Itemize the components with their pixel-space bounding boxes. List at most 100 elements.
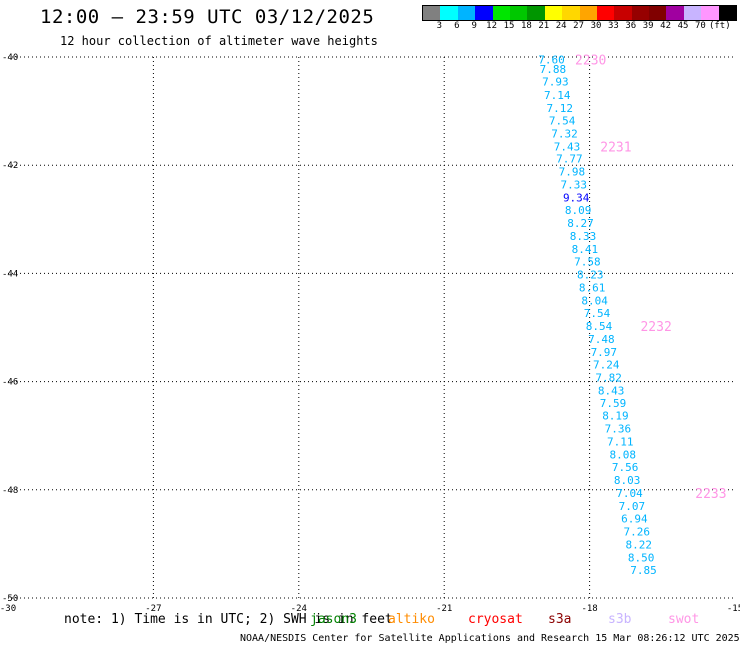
wave-height-label: 7.12: [546, 102, 573, 115]
colorbar: [422, 5, 738, 21]
wave-height-label: 7.85: [630, 564, 657, 577]
wave-height-label: 7.88: [540, 63, 567, 76]
wave-height-label: 8.19: [602, 410, 629, 423]
wave-height-label: 7.97: [591, 346, 618, 359]
colorbar-tick-label: 6: [454, 21, 460, 31]
colorbar-tick-label: 21: [538, 21, 550, 31]
colorbar-swatch: [596, 6, 615, 20]
colorbar-swatch: [718, 6, 737, 20]
colorbar-swatch: [683, 6, 702, 20]
wave-height-label: 9.34: [563, 192, 590, 205]
colorbar-swatch: [440, 6, 458, 20]
colorbar-swatch: [649, 6, 667, 20]
chart-subtitle: 12 hour collection of altimeter wave hei…: [60, 34, 378, 48]
units-note: note: 1) Time is in UTC; 2) SWH is in fe…: [64, 612, 393, 627]
wave-height-label: 7.04: [616, 487, 643, 500]
wave-height-label: 8.50: [628, 551, 655, 564]
colorbar-tick-label: 33: [607, 21, 619, 31]
colorbar-tick-label: 70: [694, 21, 706, 31]
wave-height-label: 7.32: [551, 127, 578, 140]
wave-height-label: 7.82: [595, 371, 622, 384]
colorbar-tick-label: 12: [486, 21, 498, 31]
pass-time-label: 2230: [575, 54, 606, 69]
wave-height-label: 8.61: [579, 281, 606, 294]
colorbar-swatch: [509, 6, 528, 20]
colorbar-tick-label: 3: [436, 21, 443, 31]
axis-ticks: -30 -27 -24 -21 -18 -15 -40 -42 -44 -46 -48 -50: [0, 53, 740, 614]
wave-height-label: 8.03: [614, 474, 641, 487]
wave-height-label: 7.14: [544, 89, 571, 102]
colorbar-swatch: [614, 6, 632, 20]
colorbar-swatch: [579, 6, 597, 20]
y-tick-label: -42: [2, 161, 18, 171]
x-tick-label: -15: [727, 604, 740, 614]
colorbar-swatch: [492, 6, 510, 20]
wave-height-label: 7.56: [612, 461, 639, 474]
legend-item-swot: swot: [668, 612, 700, 627]
y-tick-label: -48: [2, 486, 18, 496]
wave-height-label: 8.23: [577, 268, 604, 281]
wave-height-label: 6.94: [621, 512, 648, 525]
y-tick-label: -44: [2, 269, 18, 279]
wave-height-label: 8.08: [609, 449, 636, 462]
y-tick-label: -50: [2, 594, 18, 604]
wave-height-label: 7.60: [538, 54, 565, 67]
y-tick-label: -40: [2, 53, 18, 63]
wave-height-label: 7.43: [554, 140, 581, 153]
wave-height-label: 7.98: [559, 166, 586, 179]
chart-title: 12:00 – 23:59 UTC 03/12/2025: [40, 6, 375, 28]
colorbar-tick-label: 39: [642, 21, 654, 31]
x-tick-label: -18: [581, 604, 597, 614]
colorbar-tick-label: 36: [625, 21, 637, 31]
colorbar-tick-label: 18: [520, 21, 532, 31]
x-tick-label: -30: [0, 604, 16, 614]
colorbar-tick-label: 30: [590, 21, 602, 31]
wave-height-values: 7.607.887.937.147.127.547.327.437.777.98…: [538, 54, 657, 577]
colorbar-unit: (ft): [708, 21, 731, 31]
colorbar-tick-label: 15: [503, 21, 515, 31]
wave-height-label: 7.58: [574, 255, 601, 268]
pass-time-label: 2231: [600, 140, 631, 155]
x-tick-label: -24: [291, 604, 307, 614]
legend-item-jason3: jason3: [310, 612, 357, 627]
wave-height-label: 7.24: [593, 358, 620, 371]
colorbar-swatch: [544, 6, 563, 20]
wave-height-label: 7.11: [607, 436, 634, 449]
wave-height-label: 7.33: [561, 179, 588, 192]
colorbar-swatch: [457, 6, 476, 20]
wave-height-label: 8.09: [565, 204, 592, 217]
colorbar-swatch: [701, 6, 719, 20]
legend-item-s3a: s3a: [548, 612, 572, 627]
colorbar-tick-label: 27: [573, 21, 585, 31]
x-tick-label: -21: [436, 604, 452, 614]
wave-height-label: 8.22: [625, 538, 652, 551]
colorbar-tick-label: 45: [677, 21, 689, 31]
colorbar-swatch: [527, 6, 545, 20]
wave-height-label: 8.04: [581, 294, 608, 307]
wave-height-label: 7.93: [542, 75, 569, 88]
colorbar-swatch: [666, 6, 684, 20]
colorbar-tick-label: 9: [471, 21, 477, 31]
pass-time-label: 2232: [640, 320, 671, 335]
footer-credit: NOAA/NESDIS Center for Satellite Applica…: [240, 633, 740, 644]
wave-height-label: 8.33: [570, 230, 597, 243]
wave-height-label: 8.27: [567, 217, 594, 230]
x-tick-label: -27: [145, 604, 161, 614]
legend-item-altiko: altiko: [388, 612, 435, 627]
colorbar-tick-label: 24: [555, 21, 567, 31]
wave-height-label: 7.07: [619, 500, 646, 513]
wave-height-label: 7.54: [549, 114, 576, 127]
colorbar-ticks: 3 6 9 12 15 18 21 24 27 30 33 36 39 42 45 70 (ft): [422, 21, 740, 33]
wave-height-label: 8.41: [572, 243, 599, 256]
colorbar-swatch: [475, 6, 493, 20]
colorbar-swatch: [631, 6, 650, 20]
colorbar-swatch: [423, 6, 441, 20]
legend-item-cryosat: cryosat: [468, 612, 523, 627]
colorbar-tick-label: 42: [660, 21, 672, 31]
wave-height-label: 8.54: [586, 320, 613, 333]
wave-height-label: 7.26: [624, 525, 651, 538]
wave-height-label: 8.43: [598, 384, 625, 397]
wave-height-label: 7.36: [605, 423, 632, 436]
pass-time-label: 2233: [695, 487, 726, 502]
